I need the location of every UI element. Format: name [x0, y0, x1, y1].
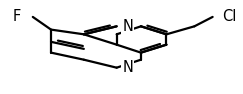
- Text: F: F: [13, 9, 21, 24]
- Text: Cl: Cl: [222, 9, 237, 24]
- Text: N: N: [122, 60, 133, 75]
- Text: N: N: [122, 19, 133, 34]
